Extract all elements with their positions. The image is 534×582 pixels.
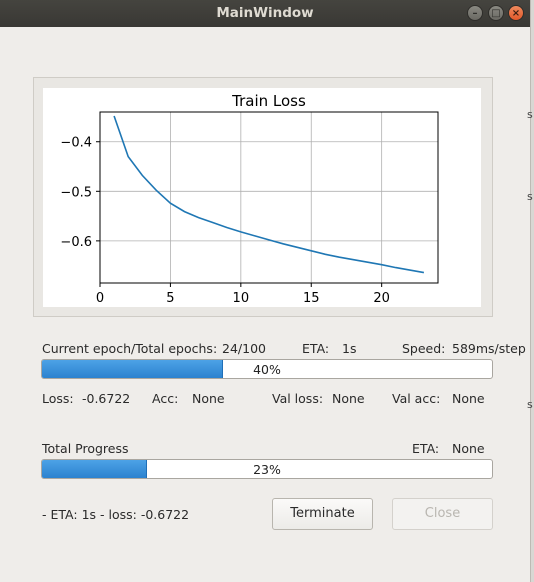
- acc-value: None: [192, 391, 225, 406]
- x-tick-label: 0: [96, 291, 104, 306]
- background-window-glyph: s: [527, 108, 533, 121]
- val-acc-label: Val acc:: [392, 391, 441, 406]
- y-tick-label: −0.4: [60, 136, 92, 151]
- close-icon[interactable]: ×: [508, 5, 524, 21]
- epoch-eta-label: ETA:: [302, 341, 330, 356]
- total-progress-text: 23%: [253, 462, 281, 477]
- background-window-edge: [530, 0, 534, 582]
- epoch-value: 24/100: [222, 341, 266, 356]
- loss-label: Loss:: [42, 391, 74, 406]
- plot-frame: [99, 111, 439, 284]
- x-tick-label: 15: [303, 291, 320, 306]
- epoch-eta-value: 1s: [342, 341, 357, 356]
- background-window-glyph: s: [527, 398, 533, 411]
- background-window-glyph: s: [527, 190, 533, 203]
- status-text: - ETA: 1s - loss: -0.6722: [42, 507, 190, 522]
- x-tick-label: 10: [233, 291, 250, 306]
- epoch-label: Current epoch/Total epochs:: [42, 341, 218, 356]
- y-tick-label: −0.6: [60, 235, 92, 250]
- val-loss-value: None: [332, 391, 365, 406]
- total-eta-label: ETA:: [412, 441, 440, 456]
- total-progress-fill: [42, 460, 147, 478]
- total-progress-bar: 23%: [41, 459, 493, 479]
- maximize-icon[interactable]: □: [488, 5, 504, 21]
- minimize-icon[interactable]: –: [467, 5, 483, 21]
- total-progress-label: Total Progress: [42, 441, 129, 456]
- speed-label: Speed:: [402, 341, 446, 356]
- close-button[interactable]: Close: [392, 498, 493, 530]
- x-tick-label: 20: [373, 291, 390, 306]
- total-eta-value: None: [452, 441, 485, 456]
- window-title: MainWindow: [216, 5, 314, 21]
- terminate-button[interactable]: Terminate: [272, 498, 373, 530]
- loss-value: -0.6722: [82, 391, 131, 406]
- x-tick-label: 5: [166, 291, 174, 306]
- title-bar[interactable]: MainWindow – □ ×: [0, 0, 530, 27]
- speed-value: 589ms/step: [452, 341, 526, 356]
- chart-title: Train Loss: [231, 92, 306, 110]
- train-loss-chart: 0 5 10 15 20 −0.4 −0.5 −0.6 Train Loss: [60, 92, 439, 306]
- acc-label: Acc:: [152, 391, 179, 406]
- val-acc-value: None: [452, 391, 485, 406]
- val-loss-label: Val loss:: [272, 391, 324, 406]
- y-tick-label: −0.5: [60, 185, 92, 200]
- epoch-progress-fill: [42, 360, 223, 378]
- loss-series-line: [113, 115, 425, 274]
- epoch-progress-bar: 40%: [41, 359, 493, 379]
- epoch-progress-text: 40%: [253, 362, 281, 377]
